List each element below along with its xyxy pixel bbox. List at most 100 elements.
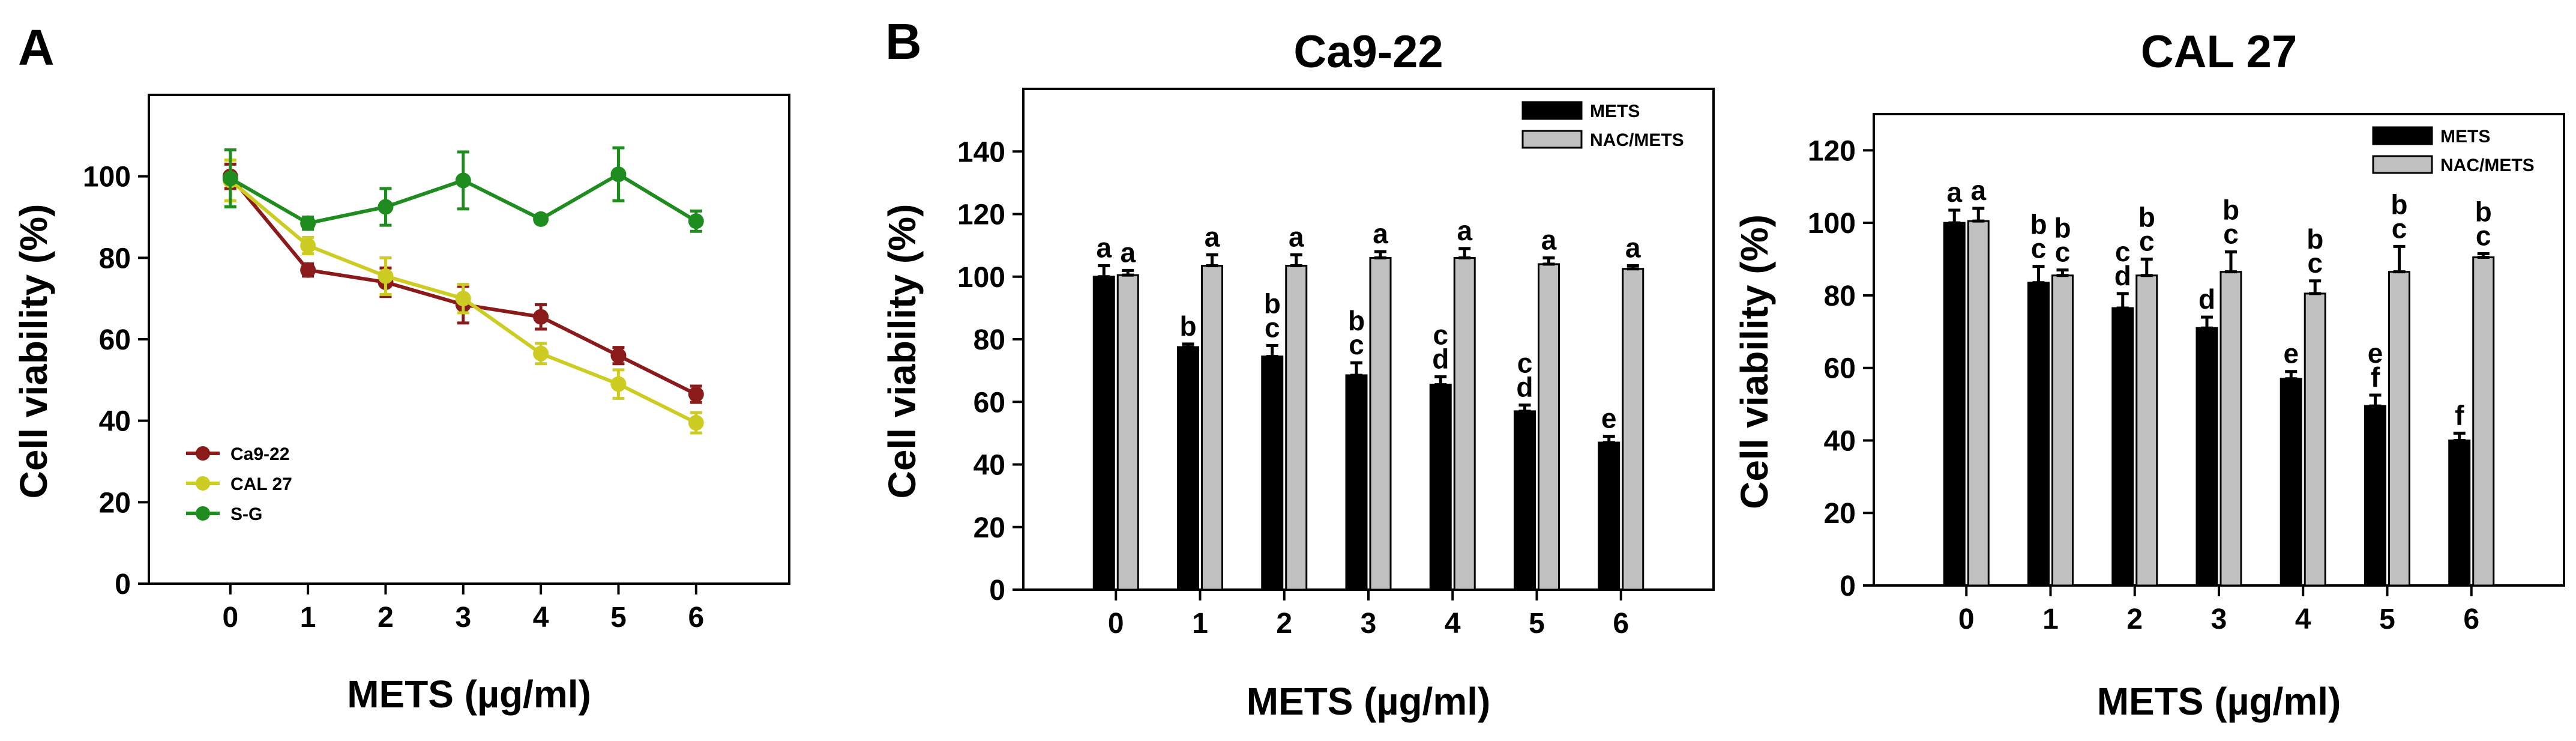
significance-letter: c [2139, 226, 2155, 257]
bar-nac-mets [1116, 274, 1139, 591]
bar-nac-mets [2304, 292, 2326, 587]
significance-letter: a [1946, 177, 1962, 208]
significance-letter: a [1457, 215, 1472, 246]
y-tick-label: 60 [974, 387, 1005, 419]
bar-mets [1177, 346, 1200, 591]
bar-mets [2280, 378, 2302, 587]
x-tick-label: 4 [1445, 608, 1461, 640]
bar-nac-mets [1453, 256, 1476, 591]
bar-nac-mets [2219, 271, 2242, 587]
data-point [222, 171, 238, 187]
x-axis-title: METS (µg/ml) [2097, 680, 2341, 723]
bar-mets [2111, 307, 2134, 587]
significance-letter: a [1541, 224, 1557, 255]
bar-mets [2027, 282, 2050, 587]
x-axis-title: METS (µg/ml) [1247, 680, 1491, 723]
bar-mets [2448, 439, 2471, 587]
bar-nac-mets [2135, 274, 2158, 587]
significance-letter: d [1516, 371, 1533, 402]
legend-marker [196, 506, 210, 521]
legend-swatch [1521, 101, 1583, 120]
data-point [610, 376, 627, 392]
bar-nac-mets [1201, 265, 1224, 591]
legend-label: CAL 27 [230, 474, 292, 494]
x-tick-label: 2 [2126, 603, 2143, 635]
x-tick-label: 4 [533, 602, 549, 634]
data-point [300, 237, 316, 253]
significance-letter: c [1433, 319, 1448, 351]
significance-letter: c [1349, 329, 1364, 360]
data-point [610, 166, 627, 183]
significance-letter: c [2476, 220, 2491, 251]
y-axis-title: Cell viability (%) [12, 204, 55, 499]
x-tick-label: 0 [1958, 603, 1975, 635]
y-tick-label: 20 [974, 512, 1005, 544]
y-tick-label: 0 [115, 569, 131, 600]
x-axis-title: METS (µg/ml) [347, 673, 591, 716]
y-tick-label: 80 [99, 243, 131, 274]
data-point [300, 215, 316, 231]
chart-title: CAL 27 [2141, 26, 2297, 77]
significance-letter: e [1601, 403, 1617, 434]
significance-letter: c [2055, 237, 2071, 268]
data-point [378, 268, 394, 284]
legend-swatch [1521, 130, 1583, 149]
x-tick-label: 6 [2463, 603, 2479, 635]
data-point [610, 348, 627, 364]
y-tick-label: 120 [1808, 135, 1856, 167]
x-tick-label: 0 [222, 602, 238, 634]
significance-letter: f [2455, 399, 2464, 431]
significance-letter: e [2368, 337, 2383, 369]
y-tick-label: 40 [99, 406, 131, 438]
bar-mets [1513, 410, 1536, 591]
x-tick-label: 2 [1276, 608, 1292, 640]
y-tick-label: 20 [1824, 498, 1856, 530]
y-axis-title: Cell viability (%) [880, 204, 924, 499]
y-tick-label: 100 [1808, 208, 1856, 240]
data-point [688, 415, 704, 431]
data-point [455, 291, 471, 307]
y-tick-label: 20 [99, 487, 131, 519]
x-tick-label: 2 [378, 602, 394, 634]
y-tick-label: 80 [1824, 280, 1856, 312]
significance-letter: b [2475, 196, 2492, 227]
significance-letter: b [2222, 194, 2239, 225]
data-point [533, 309, 549, 325]
x-tick-label: 5 [610, 602, 627, 634]
legend-marker [196, 476, 210, 491]
data-point [533, 211, 549, 227]
significance-letter: c [2223, 218, 2239, 249]
significance-letter: b [2054, 213, 2071, 244]
bar-nac-mets [1369, 256, 1392, 591]
significance-letter: a [1970, 175, 1986, 206]
bar-nac-mets [2051, 274, 2074, 587]
y-axis-title: Cell viability (%) [1733, 214, 1776, 509]
legend-label: NAC/METS [2440, 156, 2535, 175]
significance-letter: d [2114, 260, 2131, 291]
y-tick-label: 60 [1824, 353, 1856, 385]
bar-mets [2364, 405, 2386, 587]
bar-chart-cal27: CAL 27 0 20 40 60 80 100 120 0 1 2 3 4 5 6 METS (µg/ml)… [1733, 26, 2565, 723]
y-tick-label: 120 [957, 199, 1005, 231]
legend-marker [196, 446, 210, 461]
significance-letter: a [1205, 221, 1220, 252]
bar-chart-ca9-22: Ca9-22 0 20 40 60 80 100 120 140 0 1 2 3 4 5 6 METS (µg/… [880, 26, 1715, 723]
legend-swatch [2372, 126, 2433, 145]
significance-letter: c [1517, 347, 1533, 378]
significance-letter: b [2138, 202, 2155, 233]
significance-letter: b [2307, 223, 2323, 255]
legend-label: NAC/METS [1590, 130, 1684, 150]
significance-letter: c [1265, 312, 1280, 343]
significance-letter: b [1264, 288, 1281, 319]
legend-label: METS [2440, 127, 2490, 147]
bar-mets [1429, 384, 1452, 591]
significance-letter: c [2115, 236, 2131, 267]
significance-letter: b [1348, 305, 1365, 336]
bar-mets [2195, 327, 2218, 587]
data-point [455, 172, 471, 189]
x-tick-label: 6 [688, 602, 704, 634]
bar-nac-mets [1285, 265, 1308, 591]
x-tick-label: 5 [1529, 608, 1545, 640]
y-tick-label: 0 [1840, 570, 1856, 602]
